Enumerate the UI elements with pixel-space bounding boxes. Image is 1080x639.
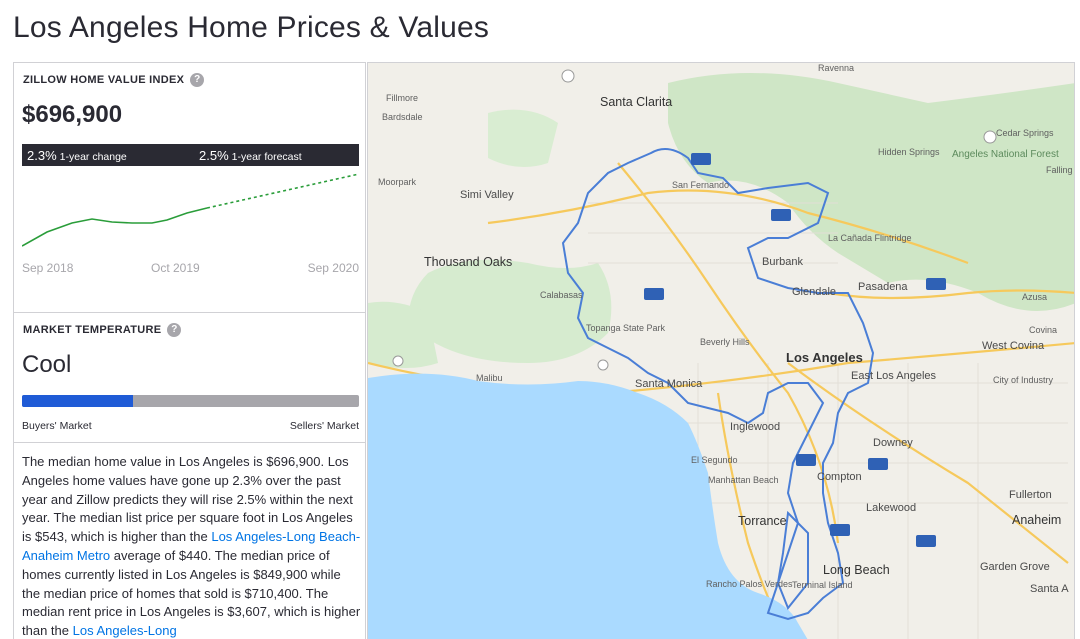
label-burbank: Burbank — [762, 256, 803, 268]
market-temperature-label: MARKET TEMPERATURE ? — [23, 323, 182, 337]
label-los-angeles: Los Angeles — [786, 350, 863, 365]
forecast-value: 2.5% — [199, 148, 229, 163]
zhvi-value: $696,900 — [22, 101, 123, 128]
label-azusa: Azusa — [1022, 292, 1047, 302]
market-temperature-label-text: MARKET TEMPERATURE — [23, 324, 162, 336]
region-map[interactable]: Ravenna Fillmore Santa Clarita Bardsdale… — [368, 63, 1075, 639]
label-inglewood: Inglewood — [730, 421, 780, 433]
forecast-label: 1-year forecast — [231, 151, 302, 163]
label-city-of-industry: City of Industry — [993, 375, 1054, 385]
zhvi-label: ZILLOW HOME VALUE INDEX ? — [23, 73, 205, 87]
label-lakewood: Lakewood — [866, 502, 916, 514]
axis-mid: Oct 2019 — [151, 261, 200, 275]
highway-shields — [392, 69, 997, 547]
label-santa-clarita: Santa Clarita — [600, 95, 672, 109]
market-temperature-fill — [22, 395, 134, 407]
buyers-market-label: Buyers' Market — [22, 420, 92, 432]
hills-west — [368, 301, 438, 368]
market-description: The median home value in Los Angeles is … — [22, 453, 362, 639]
market-temperature-scale: Buyers' Market Sellers' Market — [22, 420, 359, 432]
label-santa-monica: Santa Monica — [635, 378, 703, 390]
label-manhattan-beach: Manhattan Beach — [708, 475, 779, 485]
change-bar: 2.3% 1-year change 2.5% 1-year forecast — [22, 144, 359, 166]
change-label: 1-year change — [59, 151, 127, 163]
label-el-segundo: El Segundo — [691, 455, 738, 465]
label-santa-a: Santa A — [1030, 583, 1069, 595]
help-icon[interactable]: ? — [167, 323, 182, 337]
label-cedar-springs: Cedar Springs — [996, 128, 1054, 138]
label-fullerton: Fullerton — [1009, 489, 1052, 501]
angeles-forest-area — [668, 73, 1074, 311]
label-falling: Falling — [1046, 165, 1073, 175]
map-panel[interactable]: Ravenna Fillmore Santa Clarita Bardsdale… — [367, 62, 1075, 639]
label-beverly-hills: Beverly Hills — [700, 337, 750, 347]
label-malibu: Malibu — [476, 373, 503, 383]
label-long-beach: Long Beach — [823, 563, 890, 577]
los-angeles-boundary[interactable] — [561, 148, 875, 621]
zhvi-sparkline[interactable] — [22, 166, 359, 286]
label-west-covina: West Covina — [982, 340, 1045, 352]
label-torrance: Torrance — [738, 514, 787, 528]
street-grid — [588, 202, 1068, 639]
label-angeles-nf: Angeles National Forest — [952, 149, 1059, 160]
label-glendale: Glendale — [792, 286, 836, 298]
axis-start: Sep 2018 — [22, 261, 74, 275]
label-rancho-pv: Rancho Palos Verdes — [706, 579, 793, 589]
label-compton: Compton — [817, 471, 862, 483]
label-bardsdale: Bardsdale — [382, 112, 423, 122]
one-year-change: 2.3% 1-year change — [27, 148, 127, 163]
label-garden-grove: Garden Grove — [980, 561, 1050, 573]
metro-link-2[interactable]: Los Angeles-Long — [72, 623, 177, 639]
pacific-ocean — [368, 373, 808, 639]
help-icon[interactable]: ? — [190, 73, 205, 87]
label-hidden-springs: Hidden Springs — [878, 147, 940, 157]
label-simi-valley: Simi Valley — [460, 189, 514, 201]
label-thousand-oaks: Thousand Oaks — [424, 255, 512, 269]
home-values-sidebar: ZILLOW HOME VALUE INDEX ? $696,900 2.3% 1… — [13, 62, 366, 639]
market-temperature-bar — [22, 395, 359, 407]
santa-monica-mountains — [408, 259, 612, 363]
label-covina: Covina — [1029, 325, 1057, 335]
market-temperature-section: MARKET TEMPERATURE ? Cool Buyers' Market… — [14, 313, 365, 443]
metro-link[interactable]: Los Angeles-Long Beach-Anaheim Metro — [22, 529, 361, 563]
change-value: 2.3% — [27, 148, 57, 163]
history-line — [22, 207, 208, 247]
label-san-fernando: San Fernando — [672, 180, 729, 190]
zhvi-label-text: ZILLOW HOME VALUE INDEX — [23, 74, 185, 86]
label-anaheim: Anaheim — [1012, 513, 1061, 527]
label-terminal-island: Terminal Island — [792, 580, 853, 590]
harbor-corridor — [776, 510, 809, 610]
label-pasadena: Pasadena — [858, 281, 908, 293]
label-downey: Downey — [873, 437, 913, 449]
market-temperature-value: Cool — [22, 351, 72, 378]
axis-end: Sep 2020 — [307, 261, 359, 275]
label-ravenna: Ravenna — [818, 63, 854, 73]
sellers-market-label: Sellers' Market — [289, 420, 359, 432]
label-la-canada: La Cañada Flintridge — [828, 233, 912, 243]
label-calabasas: Calabasas — [540, 290, 583, 300]
hills-north — [488, 109, 558, 167]
one-year-forecast: 2.5% 1-year forecast — [199, 148, 302, 163]
description-text-2: average of $440. The median price of hom… — [22, 547, 361, 639]
page-title: Los Angeles Home Prices & Values — [13, 11, 490, 44]
description-text-1: The median home value in Los Angeles is … — [22, 454, 353, 545]
label-moorpark: Moorpark — [378, 177, 417, 187]
label-east-la: East Los Angeles — [851, 370, 937, 382]
label-fillmore: Fillmore — [386, 93, 418, 103]
label-topanga: Topanga State Park — [586, 323, 666, 333]
zhvi-section: ZILLOW HOME VALUE INDEX ? $696,900 2.3% 1… — [14, 63, 365, 313]
forecast-line — [206, 173, 359, 209]
